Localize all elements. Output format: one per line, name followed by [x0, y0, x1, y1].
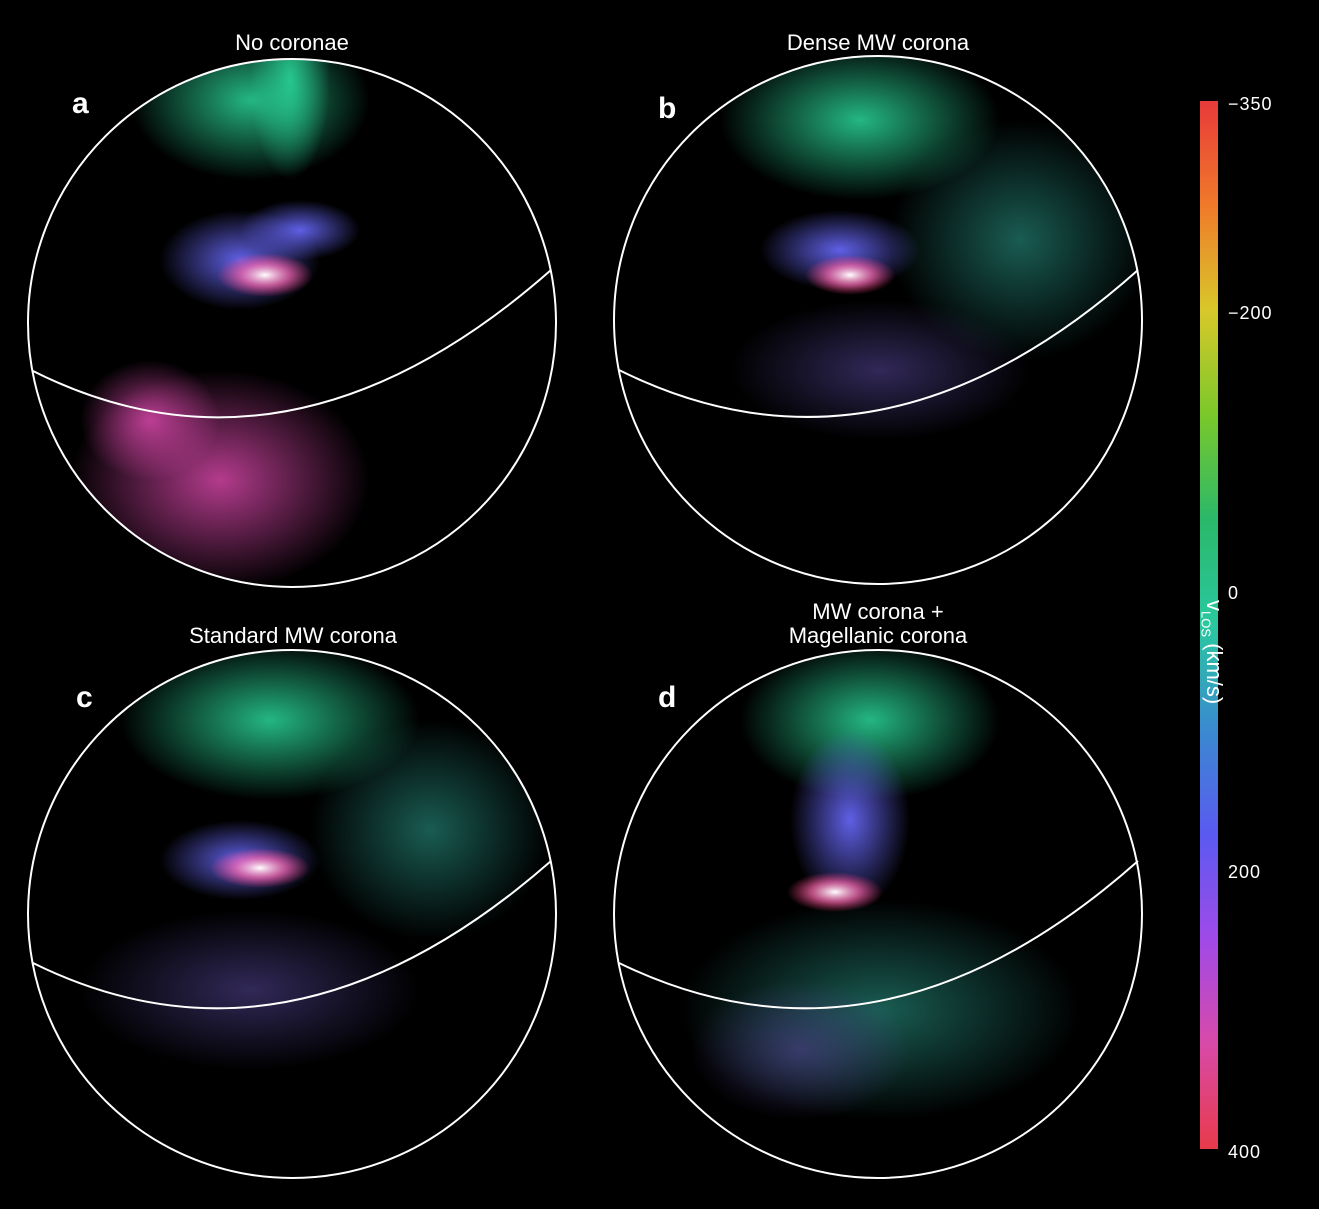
- colorbar-tick: 400: [1228, 1142, 1262, 1162]
- panel-d-title-line1: MW corona +: [812, 599, 944, 624]
- panel-b-title: Dense MW corona: [786, 30, 970, 55]
- colorbar-tick: −200: [1228, 303, 1273, 323]
- panel-c-title: Standard MW corona: [189, 623, 397, 648]
- panel-d-title-line2: Magellanic corona: [788, 623, 968, 648]
- colorbar-tick: −350: [1228, 94, 1273, 114]
- colorbar-tick: 0: [1228, 583, 1240, 603]
- colorbar-tick: 200: [1228, 862, 1262, 882]
- colorbar-label-main: v: [1202, 600, 1227, 611]
- panel-a-title: No coronae: [235, 30, 349, 55]
- colorbar-label-unit: (km/s): [1202, 643, 1227, 705]
- panel-a-letter: a: [72, 87, 89, 120]
- panel-b-letter: b: [658, 92, 677, 125]
- colorbar-label-sub: LOS: [1198, 611, 1214, 638]
- colorbar: [1200, 101, 1218, 1149]
- panel-d-title: MW corona + Magellanic corona: [738, 600, 1018, 648]
- panel-d-letter: d: [658, 681, 677, 714]
- colorbar-label: vLOS (km/s): [1197, 600, 1227, 740]
- panel-c-letter: c: [76, 681, 93, 714]
